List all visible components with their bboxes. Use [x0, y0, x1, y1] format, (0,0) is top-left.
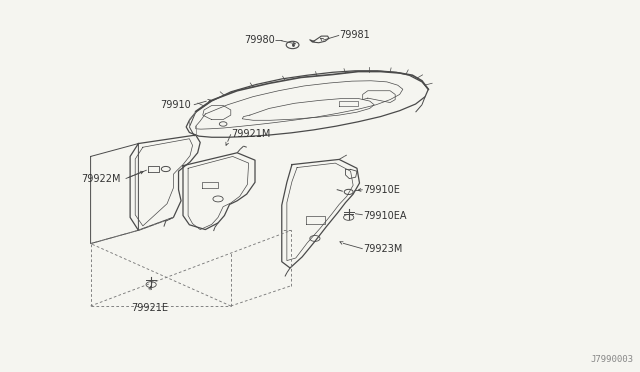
Text: 79921E: 79921E: [131, 303, 168, 313]
Text: 79910: 79910: [161, 100, 191, 110]
Text: 79980: 79980: [244, 35, 275, 45]
Text: 79923M: 79923M: [364, 244, 403, 254]
Text: 79910E: 79910E: [364, 185, 400, 195]
Text: 79981: 79981: [339, 30, 370, 40]
Text: 79910EA: 79910EA: [364, 211, 407, 221]
Text: 79922M: 79922M: [82, 174, 121, 184]
Text: J7990003: J7990003: [591, 355, 634, 364]
Text: 79921M: 79921M: [231, 129, 270, 139]
